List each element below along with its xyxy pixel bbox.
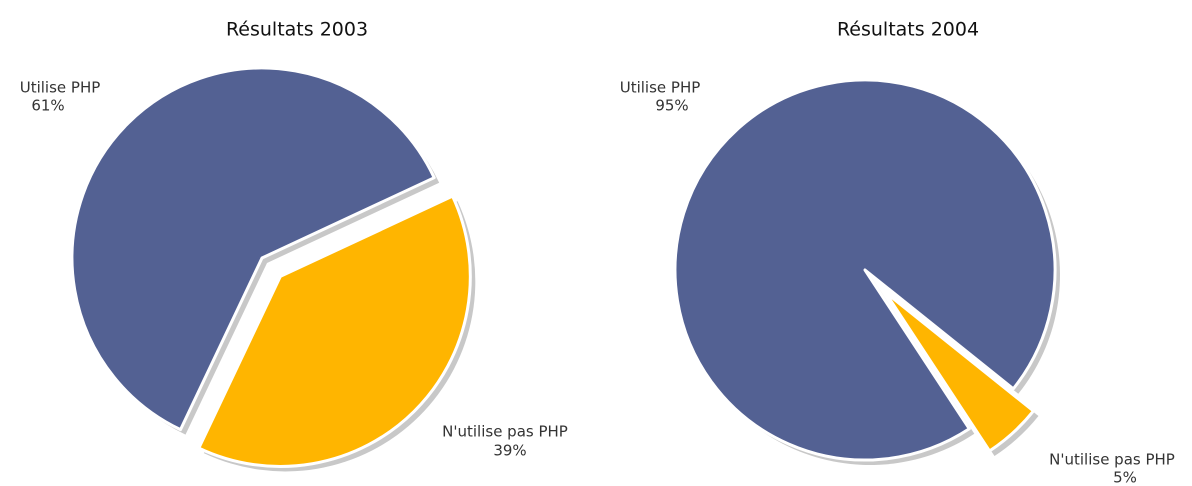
slice-value-label: 5% bbox=[1113, 469, 1137, 486]
slice bbox=[673, 78, 1057, 462]
slice bbox=[197, 194, 472, 468]
slice-value-label: 61% bbox=[31, 97, 64, 115]
chart-title: Résultats 2003 bbox=[226, 19, 368, 41]
slice-label: Utilise PHP bbox=[620, 79, 701, 97]
slice-value-label: 95% bbox=[655, 97, 688, 115]
slice-label: Utilise PHP bbox=[20, 79, 101, 97]
slice-value-label: 39% bbox=[493, 442, 526, 460]
slice bbox=[70, 66, 436, 432]
slice-label: N'utilise pas PHP bbox=[442, 423, 568, 441]
chart-title: Résultats 2004 bbox=[837, 19, 979, 41]
slice bbox=[883, 290, 1035, 453]
slice-label: N'utilise pas PHP bbox=[1049, 451, 1175, 469]
